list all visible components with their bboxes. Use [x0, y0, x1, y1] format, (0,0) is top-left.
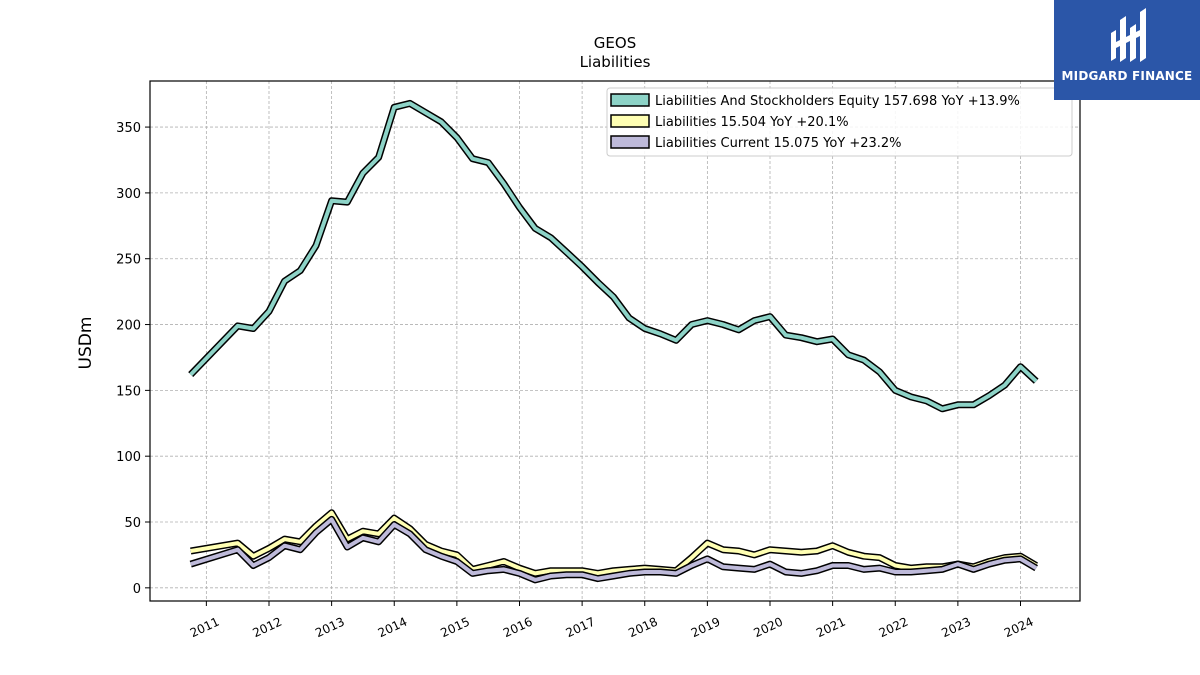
x-tick-label: 2014 [376, 615, 410, 641]
x-tick-label: 2011 [188, 615, 222, 641]
y-tick-label: 50 [124, 516, 141, 531]
logo-mark-icon [1111, 8, 1146, 62]
legend: Liabilities And Stockholders Equity 157.… [606, 87, 1073, 157]
chart-title: GEOS [594, 34, 636, 52]
midgard-finance-logo: MIDGARD FINANCE [1054, 0, 1200, 100]
x-tick-label: 2022 [877, 615, 911, 641]
y-tick-label: 350 [116, 121, 141, 136]
legend-label-2: Liabilities 15.504 YoY +20.1% [655, 115, 849, 130]
logo-text: MIDGARD FINANCE [1061, 69, 1193, 83]
y-axis-label: USDm [76, 317, 96, 370]
plot-frame [149, 80, 1081, 602]
grid [150, 81, 1080, 601]
legend-box [606, 87, 1073, 157]
legend-swatch-2 [610, 114, 650, 128]
y-tick-label: 250 [116, 253, 141, 268]
y-tick-label: 300 [116, 187, 141, 202]
x-tick-label: 2019 [689, 615, 723, 641]
series-line-3 [190, 517, 1038, 582]
y-tick-label: 0 [133, 582, 141, 597]
y-tick-label: 150 [116, 384, 141, 399]
x-tick-label: 2012 [250, 615, 284, 641]
series-line-1 [189, 101, 1038, 411]
series-outline-2 [190, 509, 1038, 577]
legend-label-3: Liabilities Current 15.075 YoY +23.2% [655, 136, 902, 151]
y-tick-label: 200 [116, 319, 141, 334]
x-tick-label: 2017 [564, 615, 598, 641]
x-tick-label: 2016 [501, 615, 535, 641]
chart-subtitle: Liabilities [580, 53, 651, 71]
legend-swatch-3 [610, 135, 650, 149]
x-tick-label: 2024 [1002, 615, 1036, 641]
x-tick-label: 2015 [438, 615, 472, 641]
legend-label-1: Liabilities And Stockholders Equity 157.… [655, 94, 1020, 109]
y-tick-label: 100 [116, 450, 141, 465]
x-tick-label: 2021 [814, 615, 848, 641]
legend-swatch-1 [610, 93, 650, 107]
x-tick-label: 2018 [626, 615, 660, 641]
x-tick-label: 2020 [752, 615, 786, 641]
series-group [188, 99, 1039, 584]
series-line-2 [190, 510, 1038, 576]
x-tick-label: 2023 [939, 615, 973, 641]
x-tick-label: 2013 [313, 615, 347, 641]
